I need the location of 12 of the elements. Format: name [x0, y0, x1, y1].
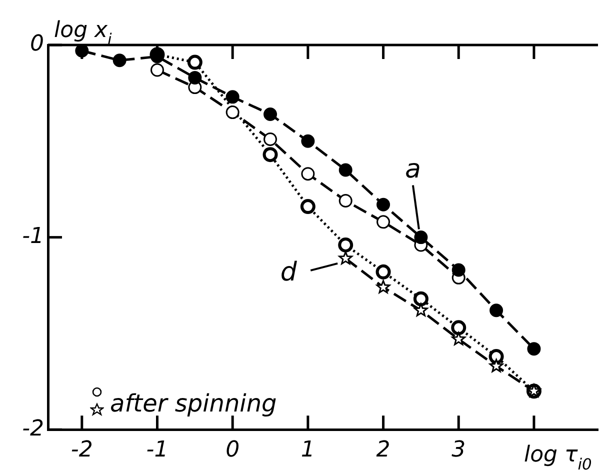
- x-tick-label: -1: [146, 438, 168, 463]
- y-tick-label: -2: [22, 416, 44, 442]
- y-tick-label: 0: [30, 32, 44, 57]
- annotation: a: [404, 154, 421, 184]
- x-tick-label: -2: [70, 438, 93, 463]
- x-tick-label: 0: [226, 438, 240, 463]
- annotation: after spinning: [110, 390, 277, 418]
- x-tick-label: 3: [452, 438, 466, 463]
- x-tick-label: 1: [300, 438, 315, 463]
- annotation: d: [280, 257, 298, 288]
- y-tick-label: -1: [22, 224, 44, 250]
- x-tick-label: 2: [376, 438, 390, 463]
